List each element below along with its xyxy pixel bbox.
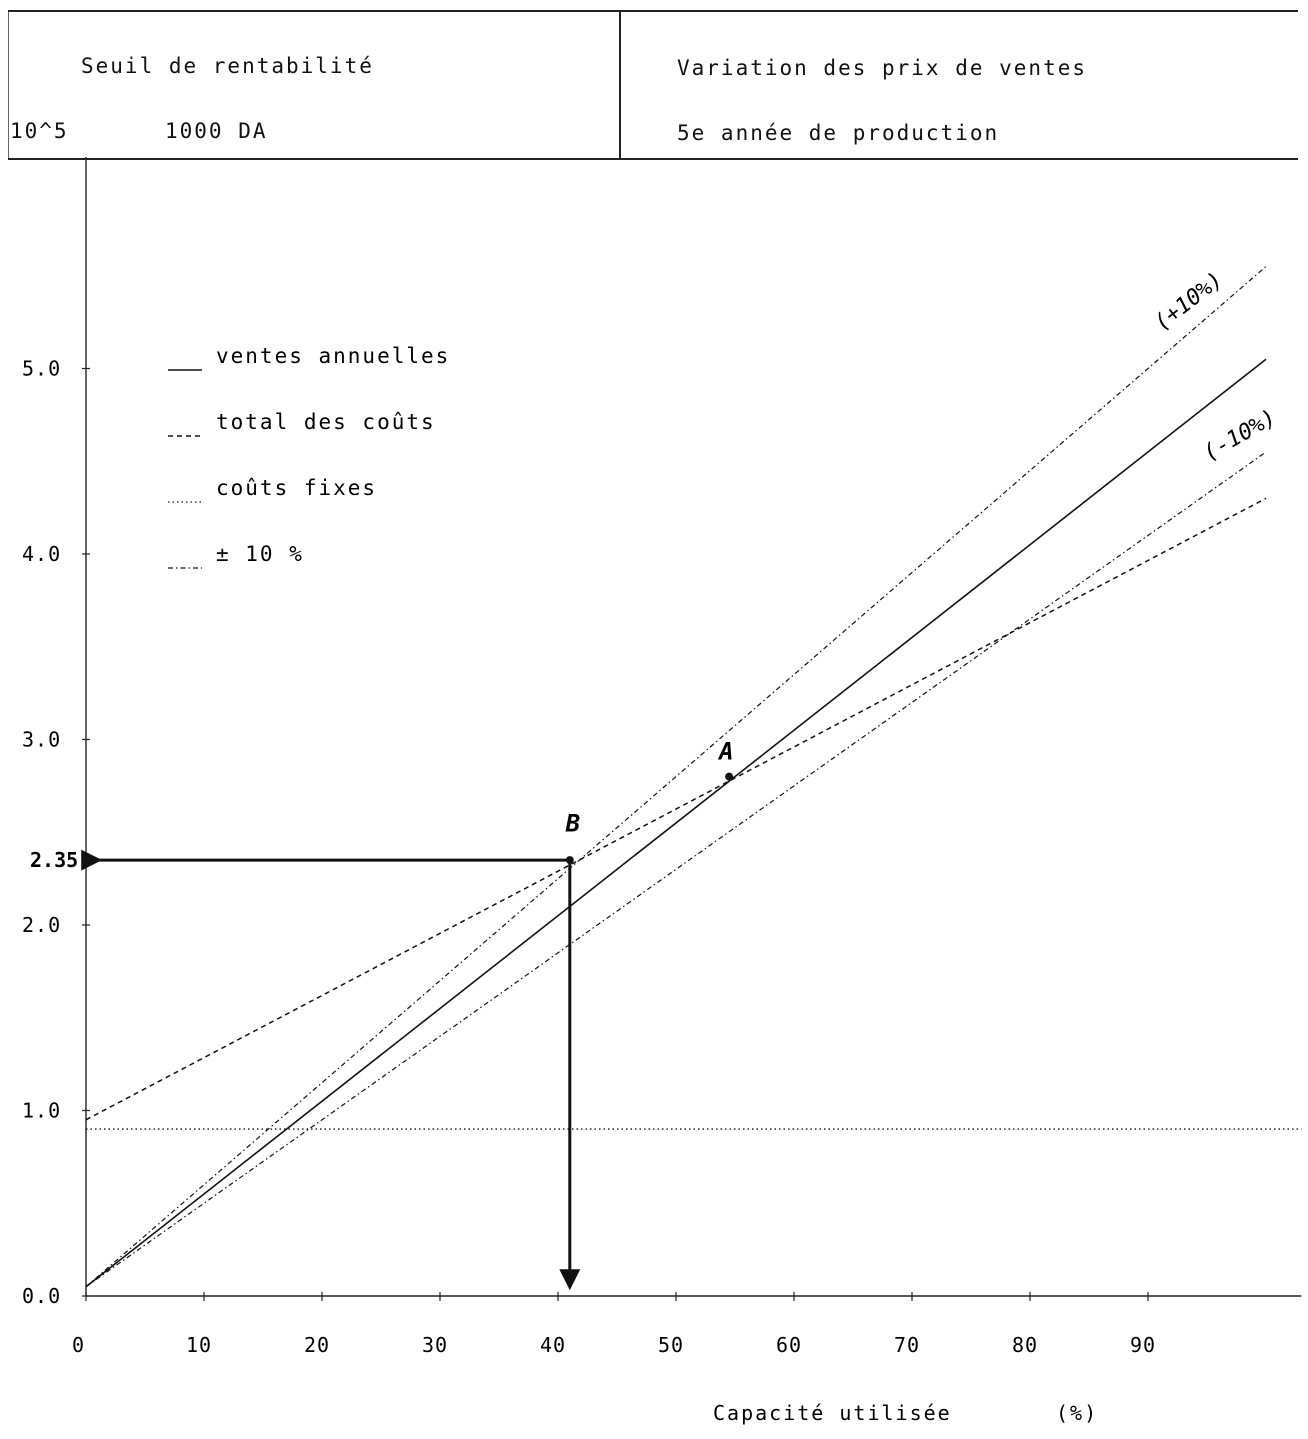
annotation-label: (-10%)	[1199, 405, 1280, 466]
header-right-title: Variation des prix de ventes	[677, 56, 1088, 80]
x-tick-label: 70	[894, 1333, 920, 1357]
point-A	[725, 772, 734, 781]
series-line-dashed	[85, 497, 1267, 1121]
annotation-label: A	[717, 737, 733, 765]
legend-label: total des coûts	[216, 410, 436, 434]
x-axis-unit: (%)	[1056, 1401, 1098, 1425]
y-tick-label: 0.0	[22, 1284, 61, 1308]
series-line-solid	[85, 358, 1267, 1288]
y-tick-label: 3.0	[22, 728, 61, 752]
series-line-dashdot	[85, 451, 1267, 1288]
y-tick-label: 2.0	[22, 913, 61, 937]
legend-label: ± 10 %	[216, 542, 304, 566]
chart-header: Seuil de rentabilité 10^5 1000 DA Variat…	[8, 10, 1298, 160]
header-divider	[619, 12, 621, 158]
header-unit: 1000 DA	[165, 119, 268, 143]
y-tick-label: 5.0	[22, 357, 61, 381]
x-tick-label: 20	[304, 1333, 330, 1357]
x-tick-label: 90	[1130, 1333, 1156, 1357]
header-left-edge	[8, 12, 9, 158]
x-tick-label: 0	[72, 1333, 85, 1357]
x-tick-label: 80	[1012, 1333, 1038, 1357]
break-even-guides	[81, 849, 581, 1291]
x-axis-label: Capacité utilisée	[713, 1401, 952, 1425]
y-tick-label: 1.0	[22, 1099, 61, 1123]
annotation-label: 2.35	[30, 848, 78, 872]
y-tick-label: 4.0	[22, 542, 61, 566]
annotation-label: (+10%)	[1150, 267, 1228, 336]
x-tick-label: 40	[540, 1333, 566, 1357]
header-left-title: Seuil de rentabilité	[81, 54, 374, 78]
legend: ventes annuelles total des coûts coûts fix…	[168, 344, 450, 569]
header-right-subtitle: 5e année de production	[677, 121, 1000, 145]
annotations: (+10%) (-10%) A B 2.35 Capacité utilisée (%)	[30, 267, 1281, 1425]
x-tick-label: 10	[186, 1333, 212, 1357]
x-tick-label: 50	[658, 1333, 684, 1357]
annotation-label: B	[565, 810, 580, 838]
axes	[82, 157, 1302, 1301]
series-group	[85, 266, 1302, 1288]
x-tick-label: 60	[776, 1333, 802, 1357]
tick-labels: 0.0 1.0 2.0 3.0 4.0 5.0 0 10 20 30 40 50 60 70 80 90	[22, 357, 1156, 1358]
header-unit-exponent: 10^5	[10, 119, 69, 143]
legend-label: ventes annuelles	[216, 344, 450, 368]
series-line-dashdot	[85, 266, 1267, 1288]
x-tick-label: 30	[422, 1333, 448, 1357]
legend-label: coûts fixes	[216, 476, 377, 500]
